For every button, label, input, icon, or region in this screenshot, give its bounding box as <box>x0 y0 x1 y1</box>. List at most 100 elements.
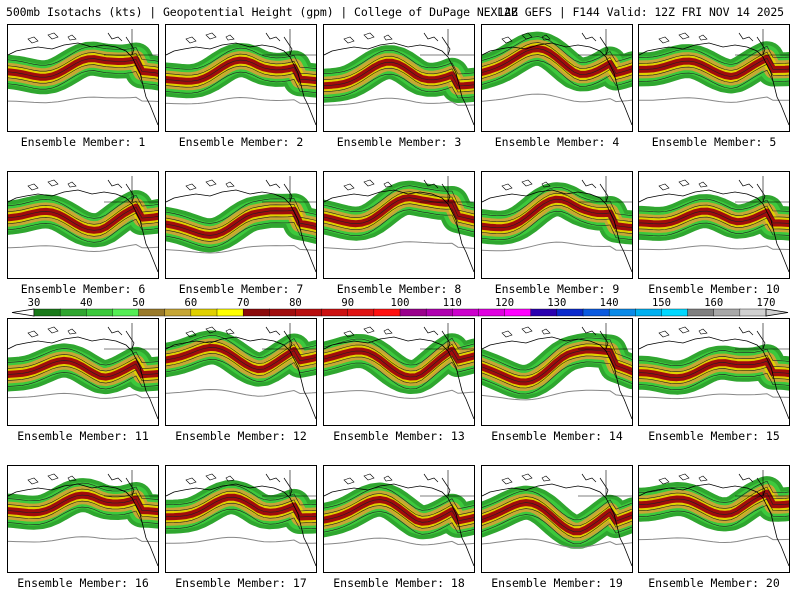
height-contour <box>482 337 632 371</box>
colorbar-segment <box>399 308 427 317</box>
ensemble-member-label: Ensemble Member: 13 <box>333 429 465 443</box>
colorbar-segment <box>478 308 506 317</box>
height-contour <box>8 46 158 66</box>
height-contour <box>482 514 632 545</box>
ensemble-panel <box>7 318 159 426</box>
coastline <box>578 176 632 203</box>
height-contour <box>639 204 789 219</box>
height-contour <box>8 488 158 508</box>
height-contour <box>8 354 158 372</box>
coastline <box>423 473 451 497</box>
height-contour <box>8 494 158 514</box>
wind-speed-colorbar <box>10 296 790 320</box>
jet-stream-map <box>639 323 789 420</box>
gray-height-contour <box>166 536 316 544</box>
coastline <box>27 179 77 191</box>
height-contour <box>639 504 789 527</box>
height-contour <box>324 493 474 517</box>
gray-height-contour <box>324 389 474 399</box>
height-contour <box>324 349 474 378</box>
jet-stream-map <box>639 176 789 273</box>
gray-height-contour <box>324 97 474 106</box>
height-contour <box>482 502 632 533</box>
coastline <box>343 32 393 44</box>
height-contour <box>8 348 158 366</box>
height-contour <box>639 492 789 515</box>
coastline <box>423 32 451 56</box>
colorbar-segment <box>347 308 375 317</box>
colorbar-segment <box>504 308 532 317</box>
colorbar-tick-label: 50 <box>132 297 145 309</box>
height-contour <box>482 210 632 241</box>
ensemble-panel <box>481 318 633 426</box>
height-contour <box>8 64 158 84</box>
jet-stream-map <box>324 323 474 420</box>
height-contour <box>324 343 474 372</box>
height-contour <box>8 218 158 243</box>
ensemble-member-label: Ensemble Member: 14 <box>491 429 623 443</box>
height-contour <box>8 366 158 384</box>
height-contour <box>482 496 632 527</box>
height-contour <box>166 198 316 224</box>
colorbar-segment <box>582 308 610 317</box>
colorbar-segment <box>425 308 453 317</box>
jet-stream-map <box>482 323 632 420</box>
height-contour <box>482 204 632 235</box>
coastline <box>104 323 158 350</box>
height-contour <box>482 198 632 229</box>
height-contour <box>324 67 474 93</box>
height-contour <box>482 36 632 63</box>
coastline <box>166 189 316 273</box>
ensemble-member-label: Ensemble Member: 11 <box>17 429 149 443</box>
ensemble-panel <box>638 465 790 573</box>
height-contour <box>8 58 158 78</box>
coastline <box>262 470 316 497</box>
ensemble-panel <box>481 171 633 279</box>
coastline <box>324 336 474 420</box>
coastline <box>735 323 789 350</box>
ensemble-member-label: Ensemble Member: 12 <box>175 429 307 443</box>
colorbar-tick-label: 100 <box>390 297 410 309</box>
coastline <box>324 483 474 567</box>
jet-stream-map <box>639 29 789 126</box>
coastline <box>482 483 632 567</box>
coastline <box>27 32 77 44</box>
height-contour <box>324 197 474 225</box>
coastline <box>343 179 393 191</box>
colorbar-segment <box>739 308 767 317</box>
colorbar-svg <box>11 308 789 317</box>
coastline <box>420 470 474 497</box>
height-contour <box>166 490 316 512</box>
coastline <box>639 42 789 126</box>
coastline <box>166 483 316 567</box>
jet-stream-map <box>639 470 789 567</box>
height-contour <box>482 48 632 75</box>
coastline <box>420 323 474 350</box>
jet-stream-map <box>8 176 158 273</box>
coastline <box>262 323 316 350</box>
ensemble-panel <box>638 24 790 132</box>
map-title: 500mb Isotachs (kts) | Geopotential Heig… <box>6 5 518 19</box>
coastline <box>501 32 551 44</box>
colorbar-tick-label: 110 <box>442 297 462 309</box>
colorbar-tick-label: 150 <box>651 297 671 309</box>
ensemble-panel <box>165 465 317 573</box>
coastline <box>8 42 158 126</box>
ensemble-panel <box>481 24 633 132</box>
coastline <box>578 323 632 350</box>
coastline <box>420 176 474 203</box>
height-contour <box>166 210 316 236</box>
ensemble-panel <box>323 465 475 573</box>
height-contour <box>8 482 158 502</box>
colorbar-tick-label: 170 <box>756 297 776 309</box>
height-contour <box>639 198 789 213</box>
coastline <box>166 336 316 420</box>
height-contour <box>8 360 158 378</box>
gray-height-contour <box>639 245 789 251</box>
height-contour <box>8 372 158 390</box>
gray-height-contour <box>482 93 632 103</box>
coastline <box>104 29 158 56</box>
height-contour <box>639 360 789 379</box>
height-contour <box>8 500 158 520</box>
height-contour <box>8 52 158 72</box>
